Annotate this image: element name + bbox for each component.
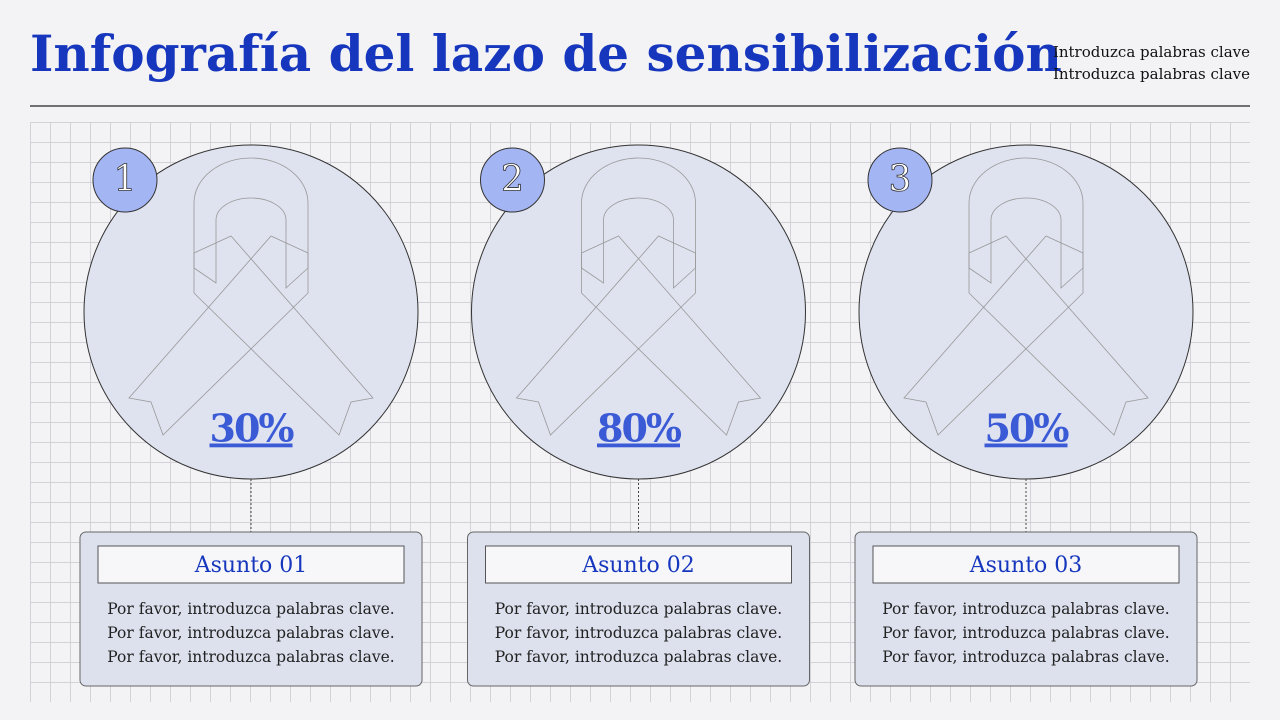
- card-title-box: [97, 545, 405, 584]
- percent-label: 30%: [210, 406, 295, 451]
- number: 1: [114, 159, 137, 200]
- card-line: Por favor, introduzca palabras clave.: [107, 648, 394, 666]
- ribbon-outline: [515, 157, 762, 436]
- card-line: Por favor, introduzca palabras clave.: [882, 624, 1169, 642]
- card-title: Asunto 03: [969, 553, 1083, 578]
- card-line: Por favor, introduzca palabras clave.: [495, 600, 782, 618]
- ribbon-outline: [128, 157, 374, 436]
- card-title-box: [872, 545, 1180, 584]
- keyword: Introduzca palabras clave: [1053, 43, 1250, 61]
- number-badge: [867, 147, 933, 213]
- keyword: Introduzca palabras clave: [1053, 65, 1250, 83]
- number-badge: [480, 147, 545, 213]
- card-line: Por favor, introduzca palabras clave.: [495, 624, 782, 642]
- card-title-box: [485, 545, 792, 584]
- card-line: Por favor, introduzca palabras clave.: [107, 600, 394, 618]
- number-badge: [92, 147, 158, 213]
- title: Infografía del lazo de sensibilización: [30, 24, 1062, 83]
- card-title: Asunto 02: [581, 553, 695, 578]
- number: 3: [889, 159, 912, 200]
- card-line: Por favor, introduzca palabras clave.: [107, 624, 394, 642]
- percent-label: 80%: [597, 406, 682, 451]
- card-line: Por favor, introduzca palabras clave.: [882, 600, 1169, 618]
- card-line: Por favor, introduzca palabras clave.: [882, 648, 1169, 666]
- card-title: Asunto 01: [194, 553, 308, 578]
- ribbon-outline: [903, 157, 1149, 436]
- number: 2: [501, 159, 524, 200]
- percent-label: 50%: [985, 406, 1070, 451]
- card-line: Por favor, introduzca palabras clave.: [495, 648, 782, 666]
